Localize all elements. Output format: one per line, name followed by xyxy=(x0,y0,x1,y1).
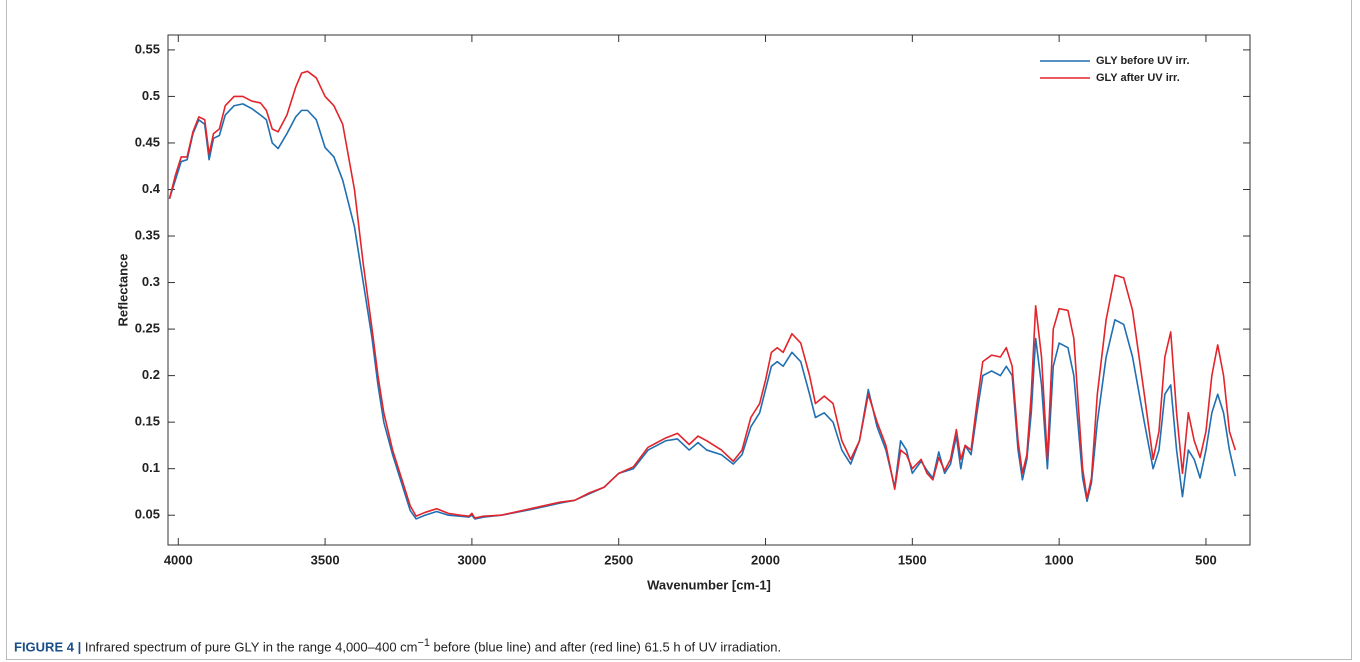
y-axis-label: Reflectance xyxy=(115,254,130,327)
caption-label: FIGURE 4 | xyxy=(14,639,82,655)
x-tick-label: 2500 xyxy=(604,552,633,567)
y-tick-label: 0.4 xyxy=(142,181,161,196)
legend-label: GLY after UV irr. xyxy=(1096,72,1180,84)
x-tick-label: 1500 xyxy=(898,552,927,567)
caption-text: Infrared spectrum of pure GLY in the ran… xyxy=(84,639,418,655)
spectrum-line xyxy=(168,70,1237,519)
legend-label: GLY before UV irr. xyxy=(1096,55,1190,67)
figure-frame xyxy=(6,0,1352,660)
x-tick-label: 3500 xyxy=(311,552,340,567)
caption-text-after: before (blue line) and after (red line) … xyxy=(429,639,782,655)
x-tick-label: 500 xyxy=(1195,552,1217,567)
y-tick-label: 0.45 xyxy=(135,134,160,149)
caption-superscript: −1 xyxy=(417,637,430,649)
x-tick-label: 2000 xyxy=(751,552,780,567)
y-tick-label: 0.05 xyxy=(135,507,160,522)
y-tick-label: 0.15 xyxy=(135,414,160,429)
y-tick-label: 0.55 xyxy=(135,41,160,56)
y-tick-label: 0.1 xyxy=(142,460,160,475)
x-tick-label: 4000 xyxy=(164,552,193,567)
chart: Wavenumber [cm-1] Reflectance 4000 3500 30… xyxy=(115,34,1251,592)
plot-box xyxy=(167,34,1251,546)
x-tick-label: 1000 xyxy=(1045,552,1074,567)
y-tick-label: 0.5 xyxy=(142,88,160,103)
spectrum-line xyxy=(168,103,1237,520)
y-tick-label: 0.35 xyxy=(135,227,160,242)
x-tick-label: 3000 xyxy=(457,552,486,567)
y-tick-label: 0.3 xyxy=(142,274,160,289)
x-axis-label: Wavenumber [cm-1] xyxy=(647,577,771,592)
y-tick-label: 0.2 xyxy=(142,367,160,382)
caption: FIGURE 4 | Infrared spectrum of pure GLY… xyxy=(14,637,781,654)
y-tick-label: 0.25 xyxy=(135,321,160,336)
